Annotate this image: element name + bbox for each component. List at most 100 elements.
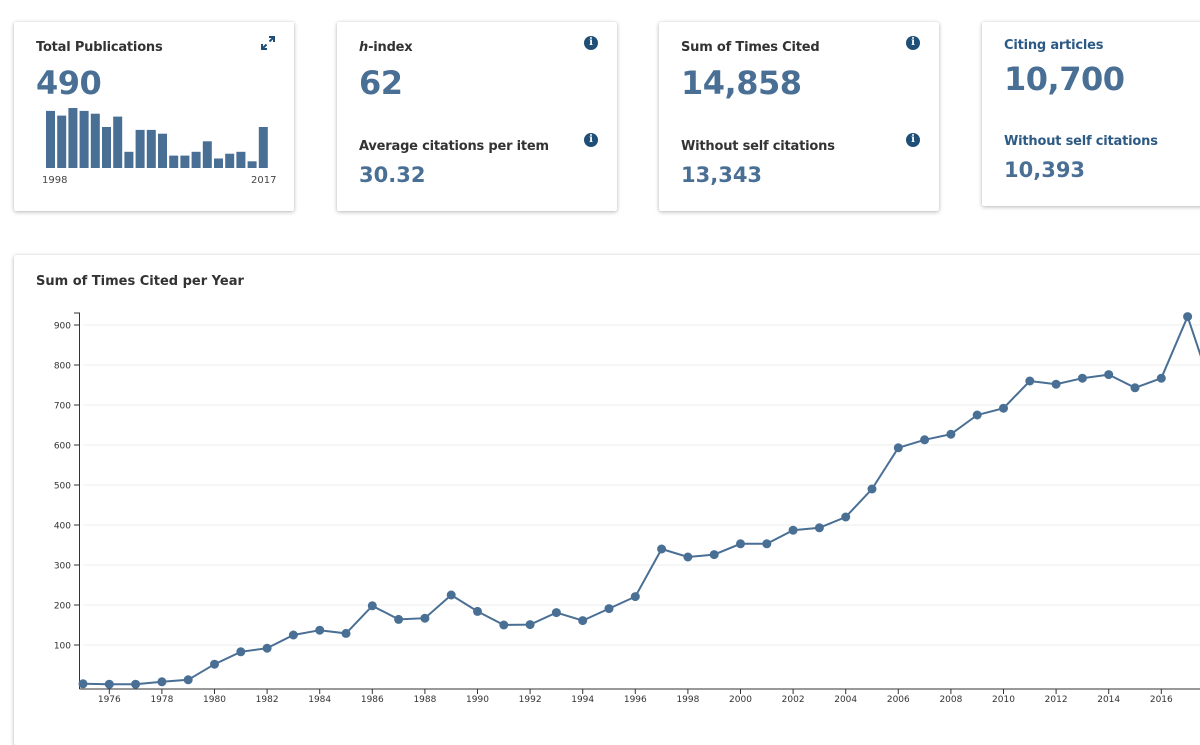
average-citations-value: 30.32 bbox=[359, 163, 426, 187]
citing-articles-without-self-link[interactable]: Without self citations bbox=[1004, 134, 1158, 149]
average-citations-label: Average citations per item bbox=[359, 139, 549, 154]
publication-bar bbox=[158, 133, 167, 168]
x-tick-label: 1994 bbox=[571, 695, 594, 705]
times-cited-without-self-value: 13,343 bbox=[681, 163, 763, 187]
data-point[interactable] bbox=[78, 679, 88, 689]
x-tick-label: 2000 bbox=[729, 695, 752, 705]
data-point[interactable] bbox=[736, 539, 745, 549]
data-point[interactable] bbox=[315, 625, 325, 635]
x-tick-label: 1982 bbox=[256, 695, 279, 705]
x-tick-label: 1992 bbox=[519, 695, 542, 705]
data-point[interactable] bbox=[131, 679, 141, 689]
publication-bar bbox=[57, 115, 67, 168]
publication-bar bbox=[124, 151, 134, 168]
total-publications-value: 490 bbox=[36, 64, 102, 102]
x-tick-label: 2012 bbox=[1045, 695, 1068, 705]
citing-articles-link[interactable]: Citing articles bbox=[1004, 38, 1104, 53]
data-point[interactable] bbox=[1051, 379, 1061, 389]
data-point[interactable] bbox=[762, 539, 772, 549]
data-point[interactable] bbox=[578, 616, 588, 626]
info-icon[interactable]: i bbox=[906, 133, 920, 147]
expand-icon[interactable] bbox=[260, 35, 276, 51]
data-point[interactable] bbox=[1183, 312, 1193, 322]
info-icon[interactable]: i bbox=[906, 36, 920, 50]
bar-end-year: 2017 bbox=[251, 175, 277, 186]
data-point[interactable] bbox=[1130, 383, 1140, 393]
x-tick-label: 1990 bbox=[466, 695, 489, 705]
data-point[interactable] bbox=[499, 620, 509, 630]
times-cited-line-chart: 100 200 300 400 500 600 700 800 900 1976 1978 1980 1… bbox=[54, 312, 1200, 705]
y-tick-label: 500 bbox=[54, 482, 71, 492]
x-tick-label: 1998 bbox=[676, 695, 699, 705]
data-point[interactable] bbox=[104, 679, 114, 689]
times-cited-value: 14,858 bbox=[681, 64, 802, 102]
data-point[interactable] bbox=[210, 659, 219, 669]
citing-articles-value: 10,700 bbox=[1004, 60, 1125, 98]
data-point[interactable] bbox=[262, 643, 272, 653]
data-point[interactable] bbox=[341, 628, 351, 638]
data-point[interactable] bbox=[630, 592, 640, 602]
data-point[interactable] bbox=[157, 677, 167, 687]
times-cited-card: Sum of Times Cited i 14,858 Without self… bbox=[659, 22, 939, 211]
data-point[interactable] bbox=[1156, 373, 1166, 383]
x-tick-label: 1978 bbox=[150, 695, 173, 705]
data-point[interactable] bbox=[288, 630, 298, 640]
data-point[interactable] bbox=[867, 484, 877, 494]
publication-bar bbox=[202, 141, 212, 168]
x-tick-label: 1980 bbox=[203, 695, 226, 705]
data-point[interactable] bbox=[446, 590, 456, 600]
citing-articles-card: Citing articles 10,700 Without self cita… bbox=[982, 22, 1200, 206]
h-index-label-italic: h bbox=[359, 40, 369, 55]
data-point[interactable] bbox=[1025, 376, 1035, 386]
publication-bar bbox=[191, 151, 201, 168]
data-point[interactable] bbox=[946, 429, 956, 439]
y-tick-label: 400 bbox=[54, 522, 71, 532]
x-tick-label: 2006 bbox=[887, 695, 910, 705]
citing-articles-without-self-value: 10,393 bbox=[1004, 158, 1086, 182]
data-point[interactable] bbox=[236, 647, 246, 657]
data-point[interactable] bbox=[920, 435, 930, 445]
times-cited-without-self-label: Without self citations bbox=[681, 139, 835, 154]
total-publications-card[interactable]: Total Publications 490 1998 2017 bbox=[14, 22, 294, 211]
publication-bar bbox=[236, 151, 246, 168]
publication-bar bbox=[79, 110, 89, 168]
publication-bar bbox=[225, 153, 235, 168]
data-point[interactable] bbox=[788, 525, 798, 535]
data-point[interactable] bbox=[604, 604, 614, 614]
data-point[interactable] bbox=[683, 552, 693, 562]
x-tick-label: 1984 bbox=[308, 695, 331, 705]
y-tick-label: 800 bbox=[54, 362, 71, 372]
data-point[interactable] bbox=[473, 606, 482, 616]
info-icon[interactable]: i bbox=[584, 36, 598, 50]
data-point[interactable] bbox=[972, 410, 982, 420]
y-tick-label: 900 bbox=[54, 322, 71, 332]
publication-bar bbox=[146, 129, 156, 168]
series-line bbox=[82, 313, 1200, 686]
data-point[interactable] bbox=[893, 443, 903, 453]
x-tick-label: 2004 bbox=[834, 695, 857, 705]
data-point[interactable] bbox=[1077, 373, 1087, 383]
publication-bar bbox=[68, 108, 78, 168]
data-point[interactable] bbox=[551, 608, 561, 618]
data-point[interactable] bbox=[1104, 370, 1114, 380]
x-tick-label: 2002 bbox=[782, 695, 805, 705]
publication-bar bbox=[180, 155, 190, 168]
bar-start-year: 1998 bbox=[42, 175, 68, 186]
data-point[interactable] bbox=[999, 403, 1008, 413]
y-tick-label: 600 bbox=[54, 442, 71, 452]
x-tick-label: 2014 bbox=[1097, 695, 1120, 705]
data-point[interactable] bbox=[183, 675, 193, 685]
publication-bar bbox=[135, 129, 145, 168]
data-point[interactable] bbox=[841, 512, 851, 522]
data-point[interactable] bbox=[525, 620, 535, 630]
y-tick-label: 100 bbox=[54, 642, 71, 652]
data-point[interactable] bbox=[394, 614, 404, 624]
data-point[interactable] bbox=[657, 544, 667, 554]
publication-bar bbox=[214, 158, 223, 168]
data-point[interactable] bbox=[709, 550, 719, 560]
x-tick-label: 1986 bbox=[361, 695, 384, 705]
data-point[interactable] bbox=[814, 523, 824, 533]
info-icon[interactable]: i bbox=[584, 133, 598, 147]
data-point[interactable] bbox=[367, 601, 377, 611]
data-point[interactable] bbox=[420, 613, 430, 623]
